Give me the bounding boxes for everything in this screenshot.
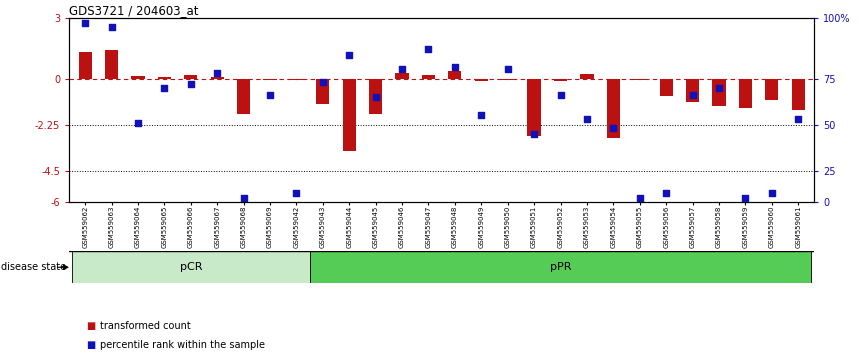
Bar (263, 79, 276, 80)
Bar (422, 75, 435, 79)
Bar (210, 77, 223, 79)
Point (553, 92, 567, 98)
Bar (184, 75, 197, 79)
Point (501, 67, 514, 72)
Bar (158, 77, 171, 79)
Point (633, 195, 647, 201)
Bar (607, 79, 620, 138)
Bar (713, 79, 726, 105)
Point (792, 116, 805, 122)
Point (78, 21, 92, 26)
Point (263, 92, 277, 98)
Text: transformed count: transformed count (100, 321, 191, 331)
Point (236, 195, 250, 201)
Bar (554, 79, 567, 81)
Point (289, 190, 303, 195)
Point (659, 190, 673, 195)
Bar (766, 79, 779, 99)
Point (686, 92, 700, 98)
Bar (369, 79, 382, 114)
Bar (79, 52, 92, 79)
Bar (290, 79, 303, 80)
Point (210, 70, 224, 76)
Point (316, 79, 330, 85)
Bar (475, 79, 488, 81)
Point (448, 64, 462, 70)
Point (342, 52, 356, 57)
Point (527, 131, 541, 137)
Point (422, 46, 436, 52)
Point (580, 116, 594, 122)
Text: ■: ■ (87, 321, 96, 331)
Bar (633, 79, 646, 80)
Bar (343, 79, 356, 151)
Bar (310, 251, 811, 283)
Point (739, 195, 753, 201)
Bar (105, 50, 118, 79)
Bar (660, 79, 673, 96)
Point (606, 125, 620, 131)
Point (105, 24, 119, 30)
Point (395, 67, 409, 72)
Bar (527, 79, 540, 136)
Bar (449, 71, 462, 79)
Bar (132, 76, 145, 79)
Text: pPR: pPR (550, 262, 572, 272)
Text: percentile rank within the sample: percentile rank within the sample (100, 340, 265, 350)
Bar (72, 251, 310, 283)
Point (131, 120, 145, 125)
Point (765, 190, 779, 195)
Bar (396, 73, 409, 79)
Text: ■: ■ (87, 340, 96, 350)
Point (369, 94, 383, 100)
Bar (237, 79, 250, 114)
Text: GDS3721 / 204603_at: GDS3721 / 204603_at (69, 4, 199, 17)
Bar (316, 79, 329, 104)
Point (184, 81, 197, 87)
Text: disease state: disease state (1, 262, 66, 272)
Bar (501, 79, 514, 80)
Point (712, 85, 726, 91)
Point (475, 113, 488, 118)
Point (158, 85, 171, 91)
Text: pCR: pCR (179, 262, 202, 272)
Bar (580, 74, 593, 79)
Bar (792, 79, 805, 110)
Bar (739, 79, 752, 108)
Bar (686, 79, 699, 102)
